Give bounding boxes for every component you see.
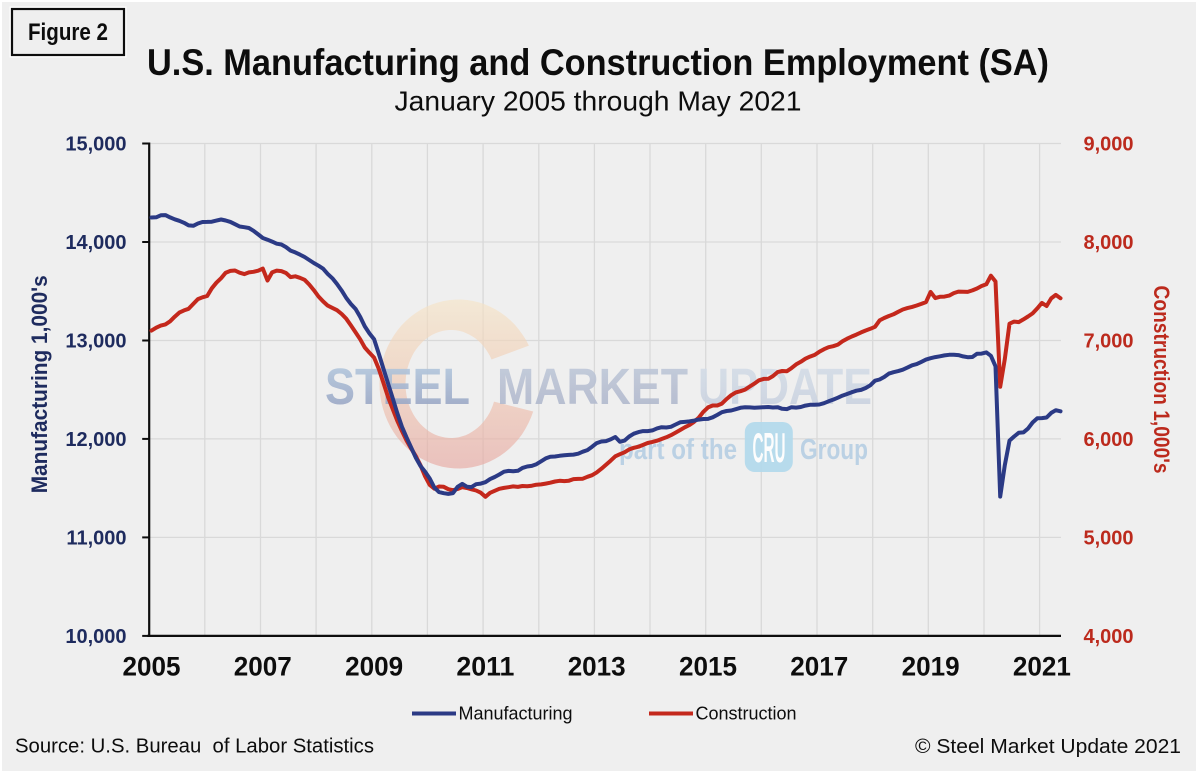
svg-text:MARKET: MARKET	[497, 358, 688, 415]
svg-text:Figure 2: Figure 2	[28, 19, 108, 46]
svg-text:14,000: 14,000	[65, 232, 126, 254]
svg-text:10,000: 10,000	[65, 626, 126, 648]
svg-text:4,000: 4,000	[1084, 626, 1134, 648]
svg-text:UPDATE: UPDATE	[698, 358, 872, 415]
svg-text:2017: 2017	[790, 651, 848, 681]
svg-text:2011: 2011	[456, 651, 514, 681]
svg-text:part of the: part of the	[619, 434, 737, 466]
svg-text:2005: 2005	[123, 651, 181, 681]
svg-text:6,000: 6,000	[1084, 429, 1134, 451]
svg-text:2013: 2013	[568, 651, 626, 681]
svg-text:13,000: 13,000	[65, 331, 126, 353]
svg-text:Manufacturing: Manufacturing	[459, 704, 573, 724]
svg-text:CRU: CRU	[753, 424, 786, 471]
svg-text:Construction 1,000's: Construction 1,000's	[1149, 286, 1174, 474]
svg-text:8,000: 8,000	[1084, 232, 1134, 254]
svg-text:12,000: 12,000	[65, 429, 126, 451]
svg-text:Group: Group	[800, 434, 868, 466]
svg-text:9,000: 9,000	[1084, 134, 1134, 156]
svg-text:STEEL: STEEL	[325, 358, 470, 415]
svg-text:2009: 2009	[345, 651, 403, 681]
svg-text:Construction: Construction	[696, 704, 797, 724]
svg-text:Source: U.S. Bureau of Labor: Source: U.S. Bureau of Labor Statistics	[15, 735, 374, 757]
svg-text:11,000: 11,000	[66, 527, 126, 549]
svg-text:2019: 2019	[902, 651, 960, 681]
svg-text:January 2005 through May 2021: January 2005 through May 2021	[395, 86, 802, 117]
svg-text:15,000: 15,000	[65, 134, 126, 156]
svg-text:2015: 2015	[679, 651, 737, 681]
svg-text:5,000: 5,000	[1084, 527, 1134, 549]
svg-text:7,000: 7,000	[1084, 331, 1134, 353]
svg-text:2007: 2007	[234, 651, 292, 681]
svg-text:© Steel Market Update 2021: © Steel Market Update 2021	[915, 736, 1181, 758]
svg-text:2021: 2021	[1013, 651, 1071, 681]
svg-text:Manufacturing 1,000's: Manufacturing 1,000's	[27, 275, 52, 493]
svg-text:U.S. Manufacturing and Constru: U.S. Manufacturing and Construction Empl…	[147, 42, 1049, 83]
